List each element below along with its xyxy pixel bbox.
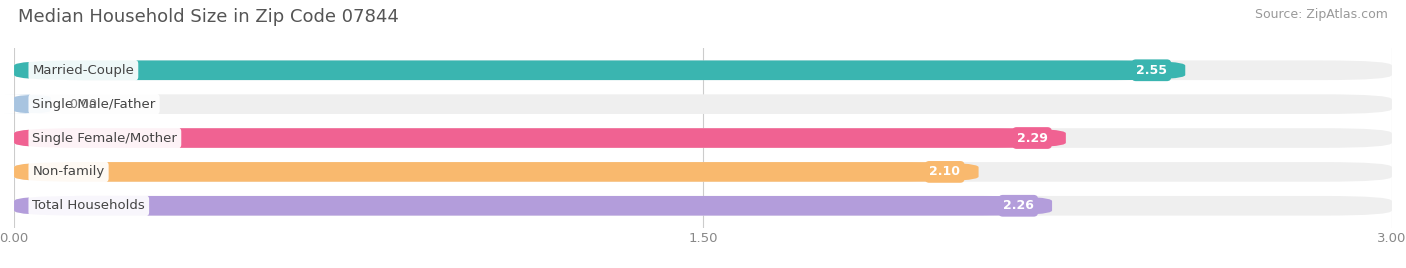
FancyBboxPatch shape	[14, 94, 1392, 114]
Text: 2.26: 2.26	[1002, 199, 1033, 212]
Text: Total Households: Total Households	[32, 199, 145, 212]
Text: 2.29: 2.29	[1017, 132, 1047, 144]
Text: 2.55: 2.55	[1136, 64, 1167, 77]
Text: 0.00: 0.00	[69, 98, 97, 111]
Text: 2.10: 2.10	[929, 165, 960, 178]
Text: Single Male/Father: Single Male/Father	[32, 98, 156, 111]
Text: Single Female/Mother: Single Female/Mother	[32, 132, 177, 144]
FancyBboxPatch shape	[14, 162, 1392, 182]
Text: Median Household Size in Zip Code 07844: Median Household Size in Zip Code 07844	[18, 8, 399, 26]
FancyBboxPatch shape	[14, 128, 1066, 148]
FancyBboxPatch shape	[14, 61, 1185, 80]
Text: Married-Couple: Married-Couple	[32, 64, 135, 77]
FancyBboxPatch shape	[14, 61, 1392, 80]
FancyBboxPatch shape	[4, 94, 60, 114]
FancyBboxPatch shape	[14, 162, 979, 182]
FancyBboxPatch shape	[14, 196, 1052, 215]
FancyBboxPatch shape	[14, 128, 1392, 148]
Text: Source: ZipAtlas.com: Source: ZipAtlas.com	[1254, 8, 1388, 21]
FancyBboxPatch shape	[14, 196, 1392, 215]
Text: Non-family: Non-family	[32, 165, 104, 178]
